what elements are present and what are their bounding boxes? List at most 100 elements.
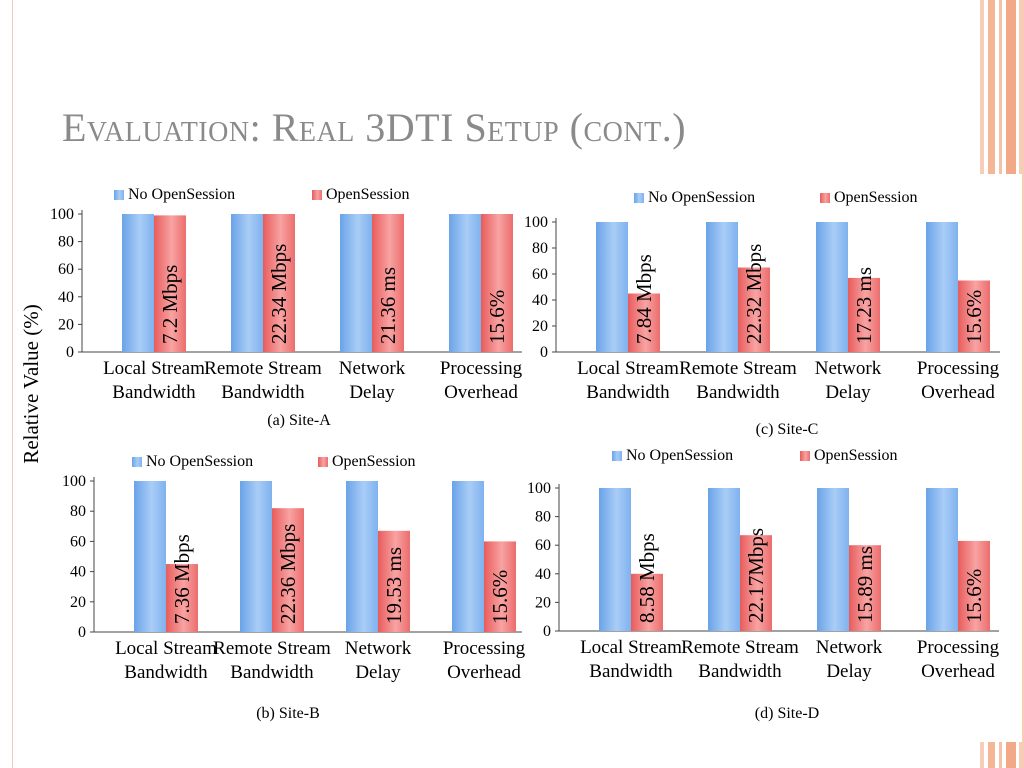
x-tick-label: Bandwidth [112,382,196,403]
y-tick-label: 60 [70,533,86,550]
y-tick-label: 100 [50,206,74,223]
legend-label-no-opensession: No OpenSession [648,189,755,206]
x-tick-label: Remote Stream [204,358,322,379]
bar-no-opensession [926,222,958,352]
bar-opensession [263,214,295,352]
page-title: Evaluation: Real 3DTI Setup (cont.) [62,105,687,150]
legend-swatch-no-opensession [132,457,142,467]
x-tick-label: Bandwidth [230,662,314,683]
bar-no-opensession [817,488,849,631]
bar-opensession [166,564,198,632]
bar-opensession [740,535,772,631]
x-tick-label: Processing [917,358,1000,379]
y-tick-label: 40 [535,566,551,583]
y-tick-label: 100 [527,480,551,497]
x-tick-label: Bandwidth [696,382,780,403]
x-tick-label: Delay [826,661,872,682]
bar-opensession [849,545,881,631]
bar-value-label: 7.2 Mbps [158,265,182,344]
y-tick-label: 20 [70,594,86,611]
bar-no-opensession [706,222,738,352]
legend-label-no-opensession: No OpenSession [146,453,253,470]
bar-no-opensession [449,214,481,352]
x-tick-label: Remote Stream [679,358,797,379]
x-tick-label: Bandwidth [586,382,670,403]
y-tick-label: 80 [70,503,86,520]
legend-swatch-opensession [820,193,830,203]
y-tick-label: 60 [532,266,548,283]
bar-opensession [481,214,513,352]
legend-swatch-no-opensession [612,451,622,461]
x-tick-label: Bandwidth [589,661,673,682]
legend-swatch-no-opensession [634,193,644,203]
x-tick-label: Remote Stream [213,638,331,659]
bar-value-label: 22.34 Mbps [267,244,291,344]
y-tick-label: 0 [66,344,74,361]
bar-no-opensession [240,481,272,632]
bar-value-label: 15.6% [485,290,509,344]
y-tick-label: 100 [524,214,548,231]
bar-value-label: 21.36 ms [376,267,400,344]
bar-opensession [958,280,990,352]
x-tick-label: Processing [440,358,523,379]
bar-no-opensession [452,481,484,632]
bar-no-opensession [926,488,958,631]
bar-no-opensession [346,481,378,632]
x-tick-label: Local Stream [580,637,682,658]
bar-opensession [154,215,186,352]
x-tick-label: Processing [443,638,526,659]
chart-caption: (c) Site-C [756,421,819,438]
bar-opensession [631,573,663,631]
y-tick-label: 20 [532,318,548,335]
y-tick-label: 40 [58,289,74,306]
x-tick-label: Local Stream [577,358,679,379]
x-tick-label: Local Stream [103,358,205,379]
x-tick-label: Overhead [921,382,995,403]
x-tick-label: Overhead [444,382,518,403]
legend-label-opensession: OpenSession [834,189,918,206]
bar-opensession [848,277,880,352]
y-tick-label: 20 [58,316,74,333]
y-tick-label: 40 [70,564,86,581]
bar-no-opensession [340,214,372,352]
x-tick-label: Bandwidth [221,382,305,403]
legend-swatch-no-opensession [114,190,124,200]
x-tick-label: Network [345,638,412,659]
bar-value-label: 15.6% [488,570,512,624]
bar-opensession [372,214,404,352]
bar-no-opensession [708,488,740,631]
x-tick-label: Processing [917,637,1000,658]
bar-value-label: 8.58 Mbps [635,533,659,623]
y-tick-label: 0 [540,344,548,361]
bar-value-label: 22.36 Mbps [276,524,300,624]
y-tick-label: 60 [535,537,551,554]
y-tick-label: 100 [62,473,86,490]
bar-opensession [628,293,660,352]
x-tick-label: Delay [355,662,401,683]
legend-swatch-opensession [312,190,322,200]
legend-label-opensession: OpenSession [326,186,410,203]
legend-swatch-opensession [318,457,328,467]
y-tick-label: 80 [535,509,551,526]
x-tick-label: Network [815,358,882,379]
results-figure: Relative Value (%) No OpenSession OpenSes… [14,174,1022,742]
x-tick-label: Bandwidth [698,661,782,682]
x-tick-label: Local Stream [115,638,217,659]
y-tick-label: 60 [58,261,74,278]
y-tick-label: 0 [543,623,551,640]
bar-no-opensession [134,481,166,632]
left-rule [12,0,13,768]
legend-label-opensession: OpenSession [814,447,898,464]
bar-no-opensession [599,488,631,631]
bar-opensession [272,508,304,632]
x-tick-label: Network [816,637,883,658]
bar-no-opensession [231,214,263,352]
x-tick-label: Remote Stream [681,637,799,658]
bar-value-label: 19.53 ms [382,547,406,624]
bar-value-label: 15.89 ms [853,546,877,623]
y-tick-label: 20 [535,594,551,611]
bar-value-label: 7.84 Mbps [632,254,656,344]
x-tick-label: Network [339,358,406,379]
y-tick-label: 40 [532,292,548,309]
bar-opensession [484,541,516,632]
